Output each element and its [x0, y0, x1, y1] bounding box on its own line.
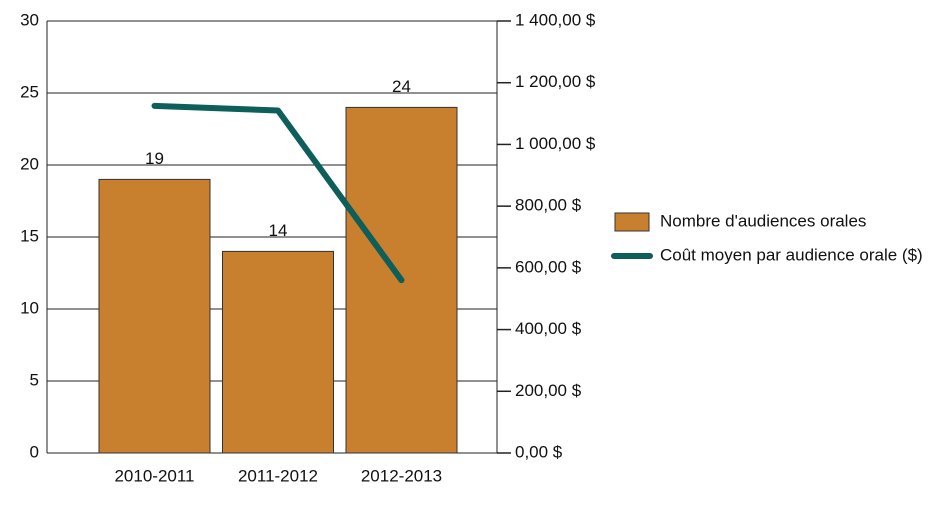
legend-label: Nombre d'audiences orales	[660, 211, 866, 230]
x-tick-label: 2012-2013	[361, 466, 442, 485]
y-tick-label: 0	[30, 442, 39, 461]
bar	[222, 250, 334, 454]
y-tick-label: 20	[20, 154, 39, 173]
data-label: 14	[269, 221, 288, 240]
y2-tick-label: 200,00 $	[515, 381, 582, 400]
x-tick-label: 2011-2012	[238, 466, 318, 485]
y-tick-label: 5	[30, 370, 39, 389]
legend-swatch	[614, 212, 650, 232]
data-label: 19	[145, 149, 164, 168]
y2-tick-label: 1 200,00 $	[515, 72, 596, 91]
y2-tick-label: 400,00 $	[515, 319, 582, 338]
y2-tick-label: 1 000,00 $	[515, 134, 596, 153]
y-tick-label: 10	[20, 298, 39, 317]
y2-tick-label: 1 400,00 $	[515, 10, 596, 29]
y-tick-label: 25	[20, 82, 39, 101]
x-tick-label: 2010-2011	[114, 466, 194, 485]
line	[151, 102, 405, 284]
y-tick-label: 30	[20, 10, 39, 29]
data-label: 24	[392, 77, 411, 96]
bar	[98, 178, 211, 454]
y2-tick-label: 0,00 $	[515, 442, 563, 461]
legend-label: Coût moyen par audience orale ($)	[660, 245, 923, 264]
y-tick-label: 15	[20, 226, 39, 245]
y2-tick-label: 800,00 $	[515, 196, 582, 215]
y2-tick-label: 600,00 $	[515, 257, 582, 276]
